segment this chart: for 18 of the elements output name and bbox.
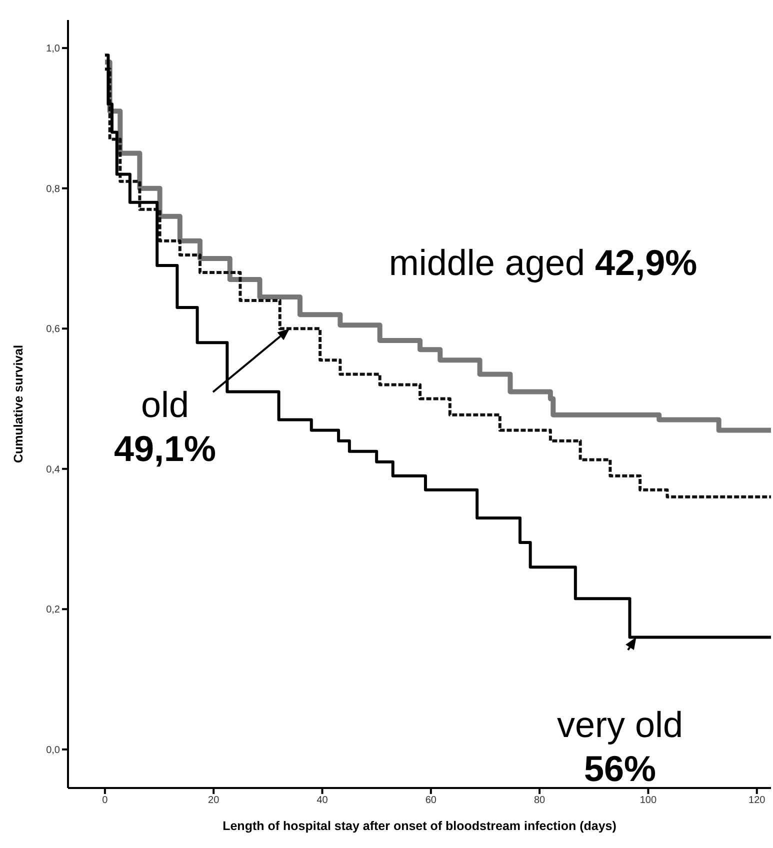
x-tick-label: 20 <box>208 795 220 806</box>
y-tick-label: 0,0 <box>46 744 60 756</box>
annotation: very old 56% <box>556 704 684 789</box>
x-axis-title: Length of hospital stay after onset of bloodstream infection (days) <box>222 819 616 833</box>
x-tick-label: 40 <box>316 795 328 806</box>
y-tick-label: 0,4 <box>46 464 60 476</box>
y-tick-label: 0,2 <box>46 604 60 616</box>
x-tick-label: 80 <box>534 795 546 806</box>
x-tick-label: 120 <box>748 795 766 806</box>
y-axis-title: Cumulative survival <box>11 344 26 464</box>
x-tick-label: 0 <box>102 795 108 806</box>
annotation: old 49,1% <box>114 384 216 469</box>
x-tick-label: 100 <box>640 795 657 806</box>
y-tick-label: 1,0 <box>46 44 60 55</box>
y-tick-label: 0,8 <box>46 184 60 195</box>
y-tick-label: 0,6 <box>46 324 60 336</box>
annotation: middle aged 42,9% <box>388 242 698 284</box>
x-tick-label: 60 <box>425 795 437 806</box>
